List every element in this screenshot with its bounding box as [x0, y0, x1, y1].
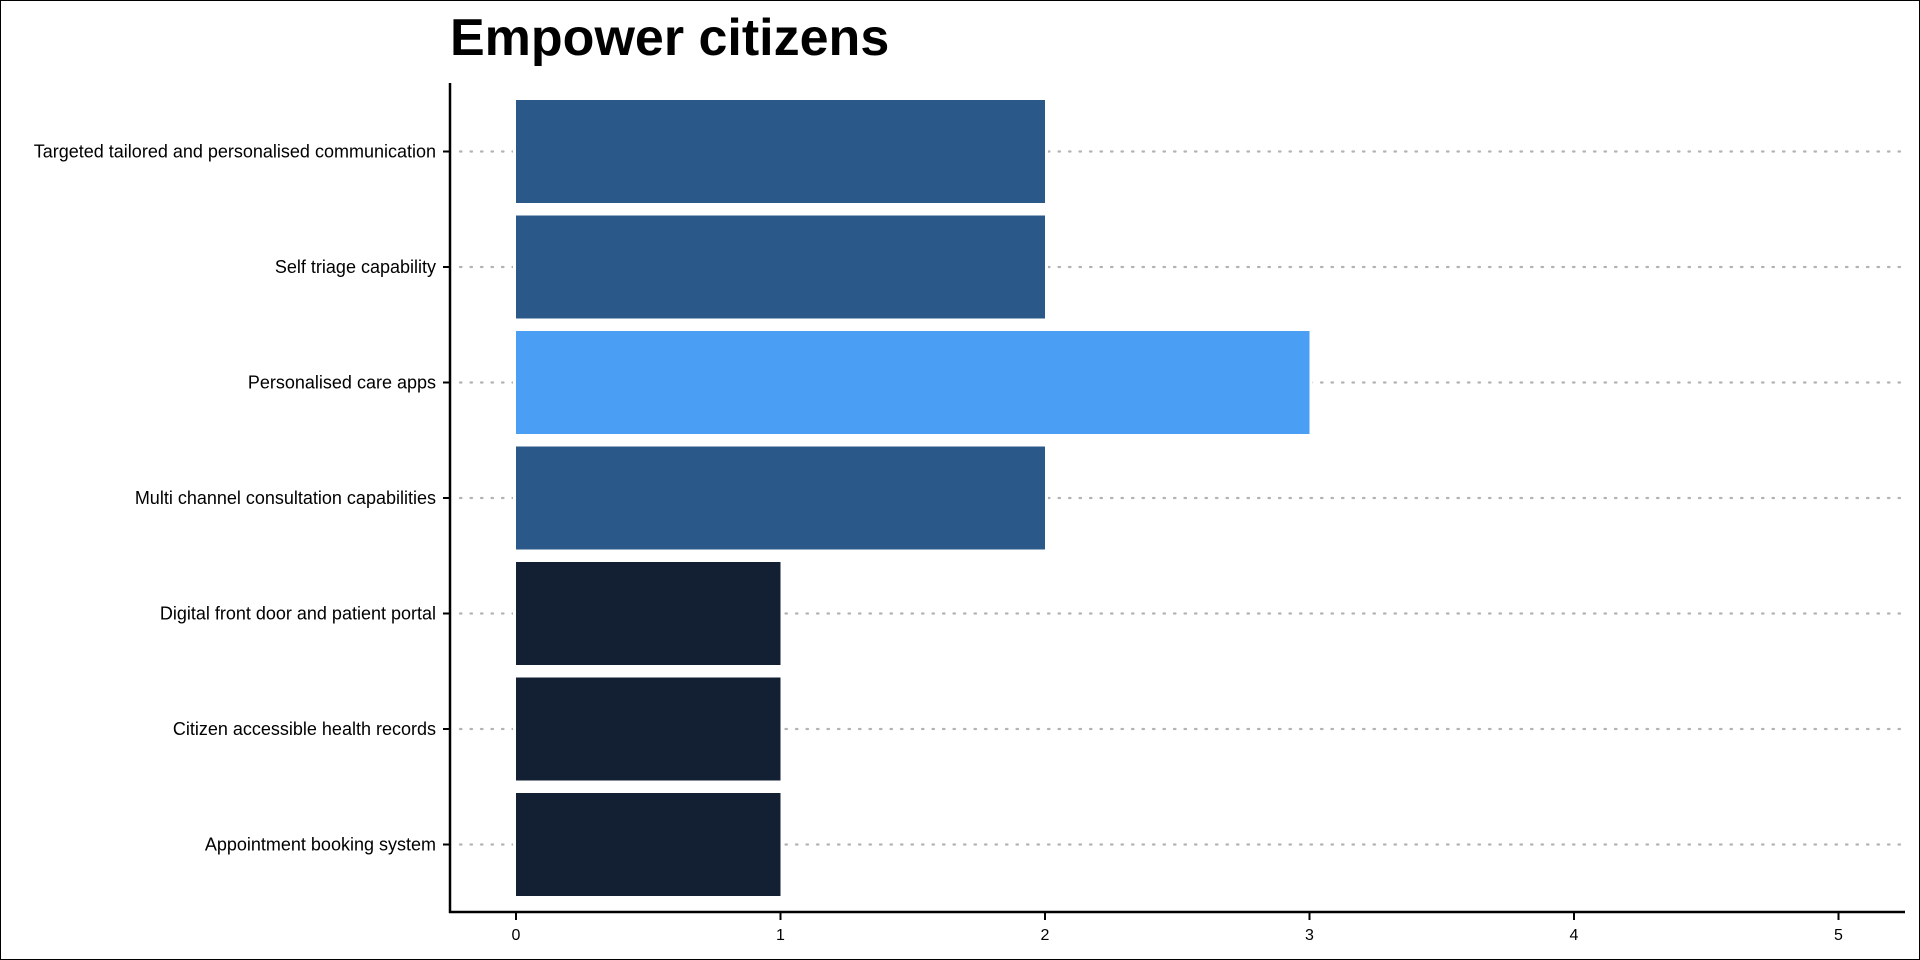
x-tick-label: 4	[1570, 927, 1579, 944]
y-tick-label: Targeted tailored and personalised commu…	[34, 142, 436, 162]
bars	[513, 97, 1313, 899]
chart-title: Empower citizens	[450, 9, 890, 67]
y-tick-label: Self triage capability	[275, 257, 436, 277]
x-tick-label: 2	[1041, 927, 1050, 944]
bar	[513, 790, 784, 899]
bar	[513, 212, 1048, 322]
bar	[513, 674, 784, 784]
bar	[513, 97, 1048, 206]
x-tick-label: 1	[776, 927, 785, 944]
x-tick-label: 3	[1305, 927, 1314, 944]
x-axis-ticks: 0 1 2 3 4 5	[512, 912, 1843, 944]
y-tick-label: Appointment booking system	[205, 835, 436, 855]
bar	[513, 328, 1313, 437]
y-tick-label: Citizen accessible health records	[173, 719, 436, 739]
bar	[513, 559, 784, 668]
x-tick-label: 5	[1834, 927, 1843, 944]
x-tick-label: 0	[512, 927, 521, 944]
y-tick-label: Personalised care apps	[248, 373, 436, 393]
y-tick-label: Digital front door and patient portal	[160, 604, 436, 624]
y-axis-ticks: Targeted tailored and personalised commu…	[34, 142, 450, 855]
bar	[513, 443, 1048, 553]
y-tick-label: Multi channel consultation capabilities	[135, 488, 436, 508]
